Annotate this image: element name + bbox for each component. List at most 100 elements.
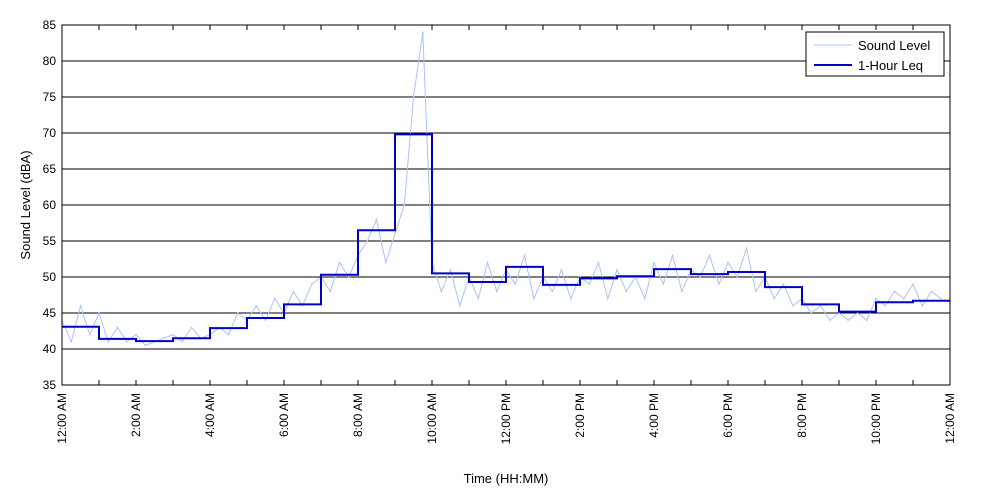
- sound-level-point: [70, 341, 73, 343]
- sound-level-point: [338, 261, 341, 264]
- sound-level-point: [98, 312, 100, 314]
- sound-level-point: [125, 341, 128, 343]
- sound-level-point: [421, 31, 424, 33]
- sound-level-point: [273, 297, 276, 300]
- sound-level-point: [791, 305, 794, 307]
- legend-box: [805, 31, 945, 77]
- x-tick-label-6: 6:00 AM: [277, 393, 291, 437]
- sound-level-point: [477, 297, 480, 300]
- x-tick-label-18: 6:00 PM: [721, 393, 735, 438]
- sound-level-point: [449, 269, 452, 271]
- sound-level-point: [727, 261, 729, 264]
- x-tick-label-2: 2:00 AM: [129, 393, 143, 437]
- sound-level-point: [116, 326, 119, 329]
- y-tick-label-70: 70: [43, 126, 57, 140]
- sound-level-point: [606, 297, 609, 300]
- y-axis-title: Sound Level (dBA): [18, 150, 33, 259]
- sound-level-point: [569, 297, 572, 300]
- sound-level-point: [310, 283, 313, 286]
- y-tick-label-50: 50: [43, 270, 57, 284]
- sound-level-point: [828, 319, 831, 322]
- x-tick-label-12: 12:00 PM: [499, 393, 513, 444]
- sound-level-point: [930, 290, 933, 293]
- sound-level-point: [181, 341, 184, 343]
- hourly-leq-line: [62, 133, 950, 343]
- sound-level-point: [486, 261, 489, 264]
- sound-level-point: [671, 254, 674, 257]
- axis-ticks: [61, 24, 951, 386]
- legend: Sound Level 1-Hour Leq: [805, 31, 945, 77]
- sound-level-point: [523, 254, 526, 257]
- sound-level-point: [366, 240, 369, 242]
- legend-label-sound-level: Sound Level: [858, 38, 930, 53]
- y-tick-labels: 35 40 45 50 55 60 65 70 75 80 85: [43, 18, 57, 392]
- x-tick-labels: 12:00 AM 2:00 AM 4:00 AM 6:00 AM 8:00 AM 10:0…: [55, 393, 957, 444]
- sound-level-point: [893, 290, 896, 293]
- sound-level-point: [699, 276, 702, 278]
- sound-level-point: [708, 254, 711, 257]
- sound-level-point: [255, 305, 258, 307]
- sound-level-point: [458, 305, 461, 307]
- x-tick-label-0: 12:00 AM: [55, 393, 69, 444]
- sound-level-point: [172, 333, 174, 336]
- sound-level-point: [79, 305, 82, 307]
- sound-level-point: [144, 344, 147, 347]
- y-tick-label-40: 40: [43, 342, 57, 356]
- sound-level-point: [736, 276, 739, 278]
- sound-level-point: [551, 290, 554, 293]
- sound-level-point: [745, 247, 748, 249]
- y-tick-label-75: 75: [43, 90, 57, 104]
- x-tick-label-20: 8:00 PM: [795, 393, 809, 438]
- x-tick-label-16: 4:00 PM: [647, 393, 661, 438]
- sound-level-point: [375, 218, 378, 221]
- sound-level-point: [847, 319, 850, 322]
- x-tick-label-14: 2:00 PM: [573, 393, 587, 438]
- sound-level-point: [514, 283, 517, 286]
- y-tick-label-80: 80: [43, 54, 57, 68]
- sound-level-point: [329, 290, 332, 293]
- sound-level-point: [754, 290, 757, 293]
- y-tick-label-55: 55: [43, 234, 57, 248]
- sound-level-point: [384, 261, 387, 264]
- sound-level-point: [912, 283, 914, 286]
- sound-level-point: [865, 319, 868, 322]
- sound-level-point: [347, 276, 350, 278]
- legend-label-hourly-leq: 1-Hour Leq: [858, 58, 923, 73]
- sound-level-point: [625, 290, 628, 293]
- sound-level-point: [921, 305, 924, 307]
- y-tick-label-60: 60: [43, 198, 57, 212]
- sound-level-series: [61, 31, 942, 347]
- sound-level-point: [560, 269, 563, 271]
- sound-level-point: [810, 312, 813, 314]
- sound-level-point: [588, 283, 591, 286]
- sound-level-point: [88, 333, 91, 336]
- sound-level-point: [190, 326, 193, 329]
- sound-level-point: [643, 297, 646, 300]
- sound-level-point: [884, 305, 887, 307]
- sound-level-point: [717, 283, 720, 286]
- x-axis-title: Time (HH:MM): [464, 471, 549, 486]
- x-tick-label-8: 8:00 AM: [351, 393, 365, 437]
- sound-level-point: [597, 261, 600, 264]
- y-tick-label-35: 35: [43, 378, 57, 392]
- sound-level-point: [653, 261, 655, 264]
- y-tick-label-65: 65: [43, 162, 57, 176]
- sound-level-point: [412, 96, 415, 98]
- sound-level-point: [403, 204, 406, 206]
- sound-level-point: [875, 297, 877, 300]
- sound-level-point: [162, 337, 165, 340]
- sound-level-point: [440, 290, 443, 293]
- sound-level-point: [264, 319, 267, 322]
- sound-level-line: [61, 32, 942, 346]
- sound-level-point: [782, 283, 785, 286]
- sound-level-point: [616, 269, 618, 271]
- sound-level-point: [394, 233, 396, 235]
- sound-level-point: [495, 290, 498, 293]
- y-tick-label-85: 85: [43, 18, 57, 32]
- sound-level-point: [662, 283, 665, 286]
- x-tick-label-10: 10:00 AM: [425, 393, 439, 444]
- x-tick-label-4: 4:00 AM: [203, 393, 217, 437]
- sound-level-point: [292, 290, 295, 293]
